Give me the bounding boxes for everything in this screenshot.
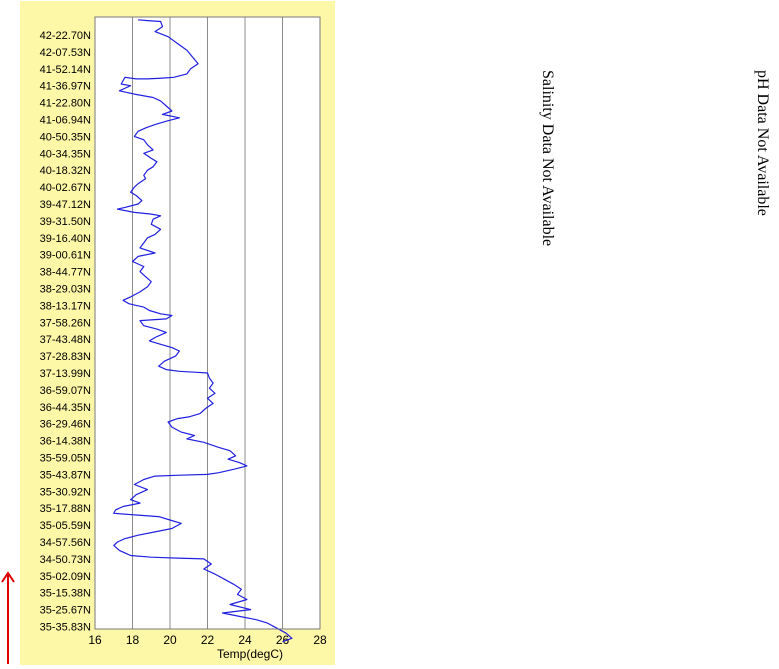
x-tick-label: 28 (313, 633, 327, 647)
y-tick-label: 35-17.88N (40, 503, 91, 515)
x-tick-label: 24 (238, 633, 252, 647)
x-tick-label: 18 (126, 633, 140, 647)
y-tick-label: 40-02.67N (40, 182, 91, 194)
y-tick-label: 40-50.35N (40, 131, 91, 143)
y-tick-label: 34-57.56N (40, 537, 91, 549)
plot-border (94, 16, 321, 630)
y-tick-label: 39-47.12N (40, 199, 91, 211)
temperature-series-line (113, 19, 293, 643)
y-tick-label: 36-14.38N (40, 436, 91, 448)
y-tick-label: 41-52.14N (40, 64, 91, 76)
temperature-profile-chart: 42-22.70N 42-07.53N 41-52.14N 41-36.97N 41-2… (40, 16, 327, 661)
y-tick-label: 36-59.07N (40, 385, 91, 397)
y-tick-label: 35-25.67N (40, 605, 91, 617)
y-tick-label: 42-07.53N (40, 47, 91, 59)
y-tick-label: 35-30.92N (40, 486, 91, 498)
y-tick-label: 40-34.35N (40, 148, 91, 160)
x-tick-label: 26 (276, 633, 290, 647)
x-tick-label: 16 (88, 633, 102, 647)
x-tick-label: 20 (163, 633, 177, 647)
y-tick-labels: 42-22.70N 42-07.53N 41-52.14N 41-36.97N 41-2… (40, 30, 91, 634)
ph-unavailable-text: pH Data Not Available (754, 70, 771, 216)
y-tick-label: 42-22.70N (40, 30, 91, 42)
y-tick-label: 40-18.32N (40, 165, 91, 177)
x-tick-labels: 16 18 20 22 24 26 28 (88, 633, 327, 647)
y-tick-label: 41-36.97N (40, 81, 91, 93)
y-tick-label: 35-15.38N (40, 588, 91, 600)
y-tick-label: 35-43.87N (40, 469, 91, 481)
y-tick-label: 35-02.09N (40, 571, 91, 583)
y-tick-label: 37-28.83N (40, 351, 91, 363)
y-tick-label: 37-13.99N (40, 368, 91, 380)
y-tick-label: 39-00.61N (40, 250, 91, 262)
y-tick-label: 39-31.50N (40, 216, 91, 228)
y-tick-label: 39-16.40N (40, 233, 91, 245)
y-tick-label: 41-22.80N (40, 98, 91, 110)
y-tick-label: 35-35.83N (40, 622, 91, 634)
y-tick-label: 38-13.17N (40, 300, 91, 312)
temperature-chart-panel: 42-22.70N 42-07.53N 41-52.14N 41-36.97N 41-2… (20, 1, 335, 665)
y-tick-label: 36-44.35N (40, 402, 91, 414)
gridlines (132, 17, 283, 629)
y-tick-label: 35-59.05N (40, 453, 91, 465)
y-tick-label: 38-29.03N (40, 284, 91, 296)
series-group (113, 19, 293, 643)
y-tick-label: 35-05.59N (40, 520, 91, 532)
y-tick-label: 34-50.73N (40, 554, 91, 566)
x-axis-label: Temp(degC) (217, 647, 283, 661)
y-tick-label: 41-06.94N (40, 115, 91, 127)
y-tick-label: 37-58.26N (40, 317, 91, 329)
salinity-unavailable-text: Salinity Data Not Available (539, 70, 556, 247)
y-tick-label: 36-29.46N (40, 419, 91, 431)
up-arrow-icon (1, 571, 15, 664)
x-tick-label: 22 (201, 633, 215, 647)
y-tick-label: 38-44.77N (40, 267, 91, 279)
y-tick-label: 37-43.48N (40, 334, 91, 346)
